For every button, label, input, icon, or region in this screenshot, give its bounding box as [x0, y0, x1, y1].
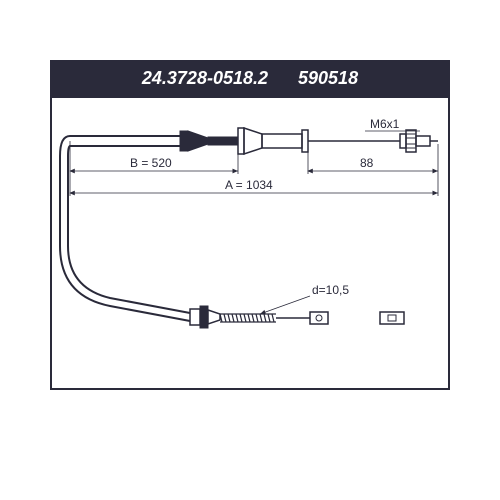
part-code: 590518 — [298, 68, 358, 89]
dim-d-label: d=10,5 — [312, 283, 349, 297]
thread-label: M6x1 — [370, 117, 400, 131]
header-bar: 24.3728-0518.2 590518 — [50, 60, 450, 96]
diagram-container: 24.3728-0518.2 590518 — [0, 0, 500, 500]
dim-88-label: 88 — [360, 156, 374, 170]
dim-b-label: B = 520 — [130, 156, 172, 170]
technical-drawing: B = 520 88 A = 1034 M6x1 d=10,5 — [50, 96, 450, 390]
dim-a-label: A = 1034 — [225, 178, 273, 192]
part-number: 24.3728-0518.2 — [142, 68, 268, 89]
